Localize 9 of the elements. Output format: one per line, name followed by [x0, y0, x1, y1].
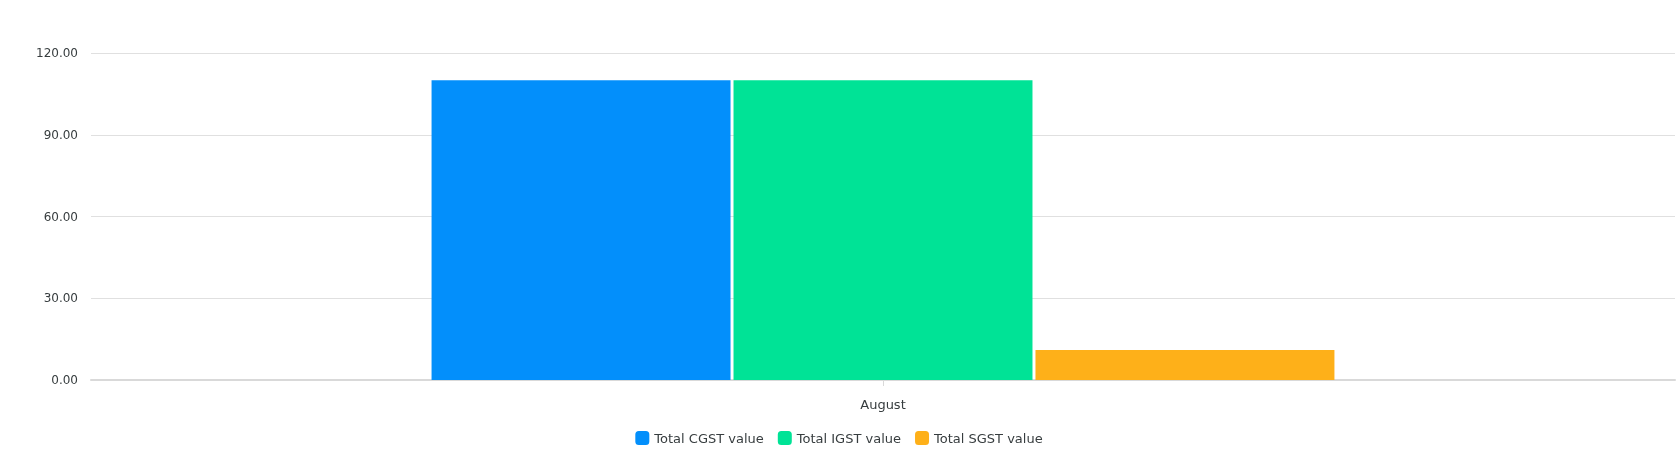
y-tick-label: 0.00: [51, 373, 78, 387]
legend-label: Total IGST value: [795, 430, 902, 446]
y-tick-label: 30.00: [43, 291, 78, 306]
y-tick-label: 120.00: [36, 46, 78, 60]
legend-label: Total CGST value: [653, 430, 764, 446]
y-tick-label: 90.00: [43, 127, 78, 142]
legend-label: Total SGST value: [933, 430, 1043, 446]
x-tick-label: August: [860, 397, 906, 412]
y-tick-label: 60.00: [43, 209, 78, 224]
